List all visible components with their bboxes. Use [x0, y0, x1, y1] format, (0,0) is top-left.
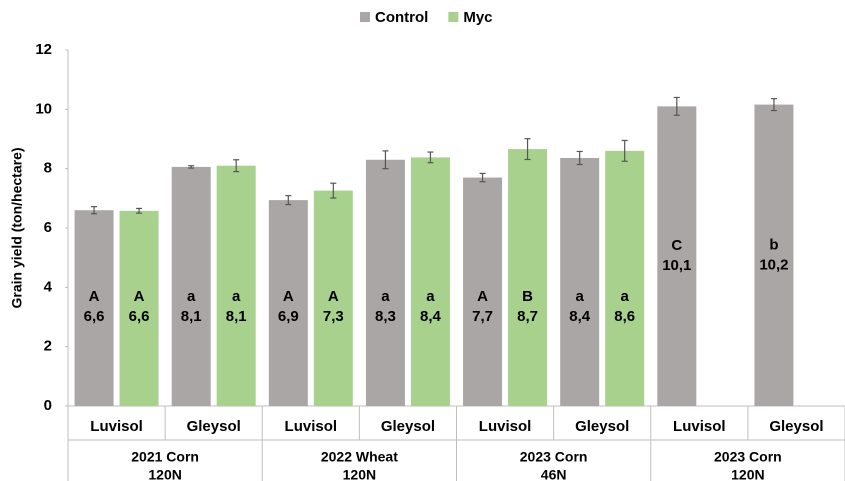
bar: [657, 106, 697, 406]
bar: [268, 200, 308, 406]
group-label: 2023 Corn: [714, 449, 782, 465]
data-label: 8,4: [569, 308, 591, 325]
x-tick-label: Gleysol: [769, 418, 823, 435]
x-tick-label: Gleysol: [381, 418, 435, 435]
significance-letter: a: [232, 288, 241, 305]
significance-letter: A: [89, 288, 100, 305]
data-label: 7,3: [323, 308, 344, 325]
y-tick-label: 10: [35, 100, 52, 117]
legend-label: Control: [375, 9, 428, 26]
group-label: 120N: [148, 467, 181, 481]
legend-label: Myc: [463, 9, 492, 26]
significance-letter: A: [283, 288, 294, 305]
group-label: 120N: [343, 467, 376, 481]
significance-letter: a: [576, 288, 585, 305]
bar: [754, 104, 794, 406]
data-label: 6,6: [84, 308, 105, 325]
significance-letter: A: [477, 288, 488, 305]
y-tick-label: 12: [35, 41, 52, 58]
bar: [74, 210, 114, 406]
y-tick-label: 6: [44, 219, 52, 236]
data-label: 6,9: [278, 308, 299, 325]
x-tick-label: Gleysol: [575, 418, 629, 435]
data-label: 8,1: [226, 308, 247, 325]
bar: [560, 157, 600, 406]
significance-letter: b: [769, 236, 778, 253]
group-label: 2022 Wheat: [321, 449, 398, 465]
significance-letter: a: [187, 288, 196, 305]
group-label: 120N: [731, 467, 764, 481]
x-tick-label: Luvisol: [285, 418, 338, 435]
legend-swatch: [360, 12, 370, 22]
significance-letter: a: [381, 288, 390, 305]
significance-letter: a: [426, 288, 435, 305]
bar: [313, 190, 353, 406]
bar: [410, 157, 450, 406]
data-label: 8,4: [420, 308, 442, 325]
data-label: 8,7: [517, 308, 538, 325]
data-label: 6,6: [129, 308, 150, 325]
y-tick-label: 8: [44, 160, 52, 177]
group-label: 2021 Corn: [131, 449, 199, 465]
data-label: 8,3: [375, 308, 396, 325]
significance-letter: C: [671, 237, 682, 254]
data-label: 8,1: [181, 308, 202, 325]
bar: [463, 177, 503, 406]
bar: [508, 149, 548, 406]
y-tick-label: 4: [44, 278, 53, 295]
bar: [171, 166, 211, 406]
group-label: 2023 Corn: [520, 449, 588, 465]
data-label: 8,6: [614, 308, 635, 325]
bar: [365, 159, 405, 406]
y-axis-title: Grain yield (ton/hectare): [9, 147, 25, 308]
bar: [119, 210, 159, 406]
x-tick-label: Gleysol: [187, 418, 241, 435]
y-tick-label: 2: [44, 338, 52, 355]
x-tick-label: Luvisol: [479, 418, 532, 435]
y-tick-label: 0: [44, 397, 52, 414]
significance-letter: B: [522, 288, 533, 305]
bar: [605, 150, 645, 406]
legend-swatch: [448, 12, 459, 22]
data-label: 10,2: [759, 256, 788, 273]
x-tick-label: Luvisol: [673, 418, 726, 435]
data-label: 10,1: [662, 257, 691, 274]
bar: [216, 165, 256, 406]
x-tick-label: Luvisol: [90, 418, 143, 435]
group-label: 46N: [541, 467, 567, 481]
significance-letter: a: [621, 288, 630, 305]
significance-letter: A: [134, 288, 145, 305]
data-label: 7,7: [472, 308, 493, 325]
significance-letter: A: [328, 288, 339, 305]
